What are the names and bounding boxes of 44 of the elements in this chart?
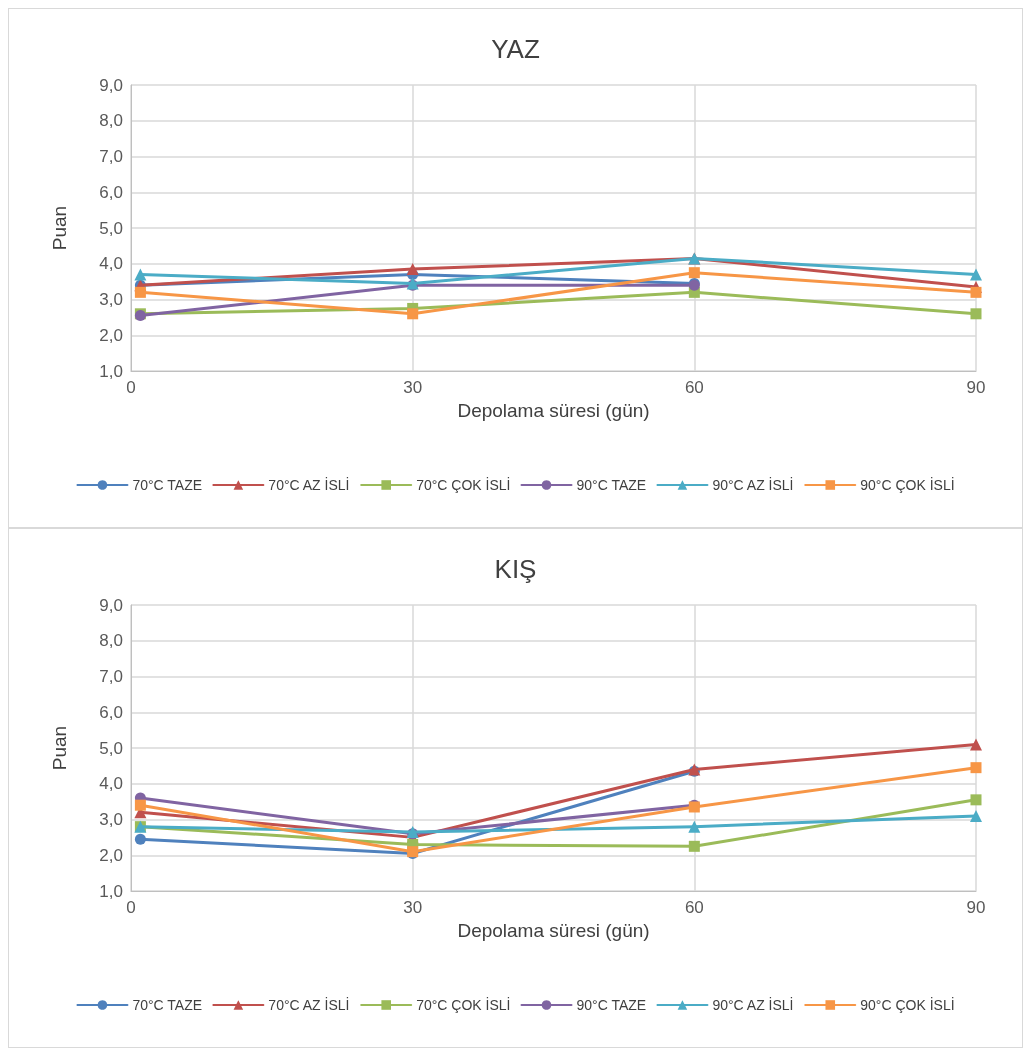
legend-label: 70°C AZ İSLİ [268, 996, 350, 1013]
y-tick-label: 4,0 [99, 254, 123, 274]
legend-label: 90°C AZ İSLİ [712, 476, 794, 493]
x-tick-label: 90 [966, 898, 986, 917]
legend-label: 90°C AZ İSLİ [712, 996, 794, 1013]
legend-label: 70°C ÇOK İSLİ [416, 996, 511, 1013]
y-tick-label: 7,0 [99, 667, 123, 686]
y-tick-label: 8,0 [99, 631, 123, 651]
y-tick-label: 7,0 [99, 147, 123, 166]
chart-title: KIŞ [494, 554, 537, 584]
y-tick-label: 8,0 [99, 111, 123, 131]
y-tick-label: 1,0 [99, 881, 123, 901]
x-axis-title: Depolama süresi (gün) [457, 400, 650, 421]
y-tick-label: 2,0 [99, 325, 123, 345]
x-tick-label: 30 [403, 898, 423, 917]
x-tick-label: 0 [126, 898, 136, 917]
legend-label: 90°C TAZE [576, 997, 647, 1013]
x-tick-label: 90 [966, 378, 986, 397]
y-tick-label: 1,0 [99, 361, 123, 381]
y-tick-label: 9,0 [99, 75, 123, 95]
y-tick-label: 9,0 [99, 595, 123, 615]
legend-label: 70°C AZ İSLİ [268, 476, 350, 493]
x-tick-label: 60 [684, 378, 704, 397]
x-tick-label: 30 [403, 378, 423, 397]
chart-title: YAZ [491, 34, 540, 64]
y-axis-title: Puan [49, 205, 70, 251]
x-tick-label: 0 [126, 378, 136, 397]
y-tick-label: 3,0 [99, 810, 123, 829]
legend-label: 90°C TAZE [576, 477, 647, 493]
legend-label: 70°C TAZE [132, 997, 203, 1013]
y-tick-label: 4,0 [99, 774, 123, 794]
y-tick-label: 6,0 [99, 702, 123, 722]
y-tick-label: 2,0 [99, 845, 123, 865]
y-tick-label: 5,0 [99, 218, 123, 238]
y-tick-label: 6,0 [99, 182, 123, 202]
legend-label: 70°C ÇOK İSLİ [416, 476, 511, 493]
y-axis-title: Puan [49, 725, 70, 771]
legend-label: 90°C ÇOK İSLİ [860, 476, 955, 493]
x-tick-label: 60 [684, 898, 704, 917]
x-axis-title: Depolama süresi (gün) [457, 920, 650, 941]
legend-label: 90°C ÇOK İSLİ [860, 996, 955, 1013]
legend-label: 70°C TAZE [132, 477, 203, 493]
y-tick-label: 3,0 [99, 290, 123, 309]
y-tick-label: 5,0 [99, 738, 123, 758]
